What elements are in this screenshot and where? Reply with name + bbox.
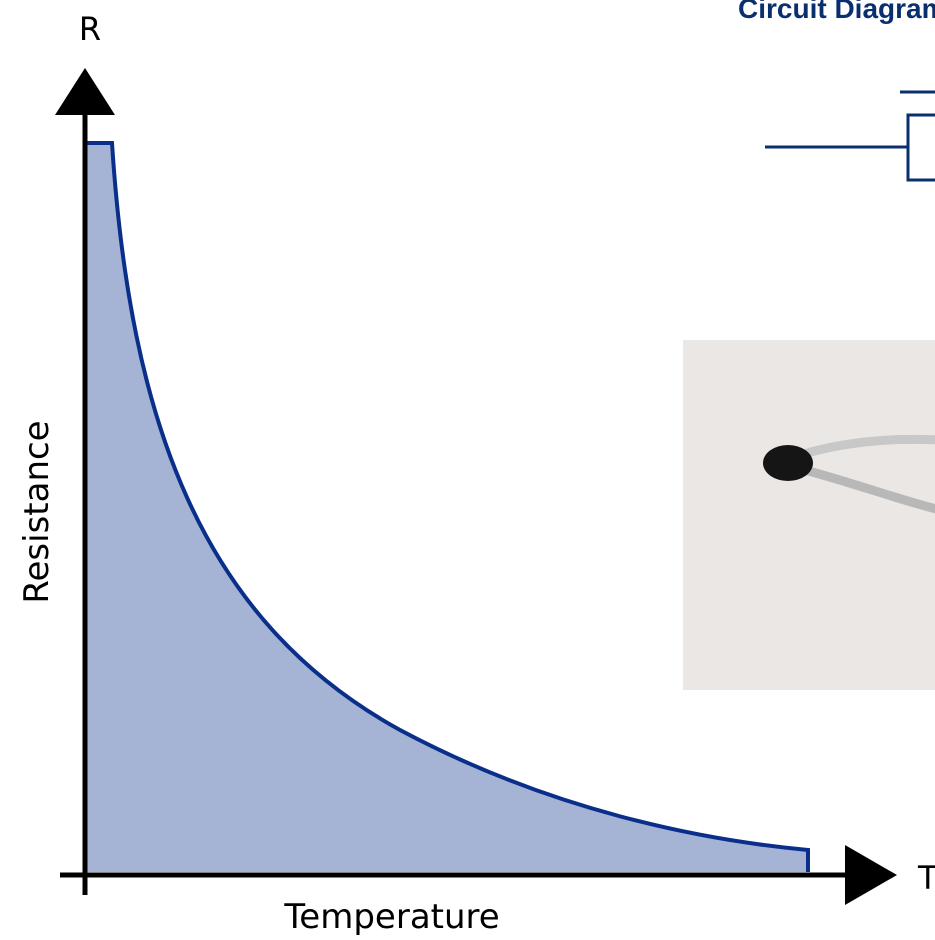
thermistor-bead [763,445,813,481]
x-axis-label: Temperature [283,897,499,937]
x-axis-arrow [845,845,897,905]
y-axis-arrow [55,68,115,115]
resistor-body [906,113,935,182]
circuit-title: Circuit Diagram [738,0,935,24]
resistance-curve [85,141,810,872]
y-axis-symbol: R [79,10,101,48]
wire [803,465,935,514]
curve-area [85,143,808,872]
wire [798,434,935,460]
photo-background [683,340,935,690]
y-axis-label: Resistance [17,420,57,603]
x-axis-symbol: T [917,859,935,897]
thermistor-photo [683,340,935,690]
circuit-symbol [765,90,935,182]
